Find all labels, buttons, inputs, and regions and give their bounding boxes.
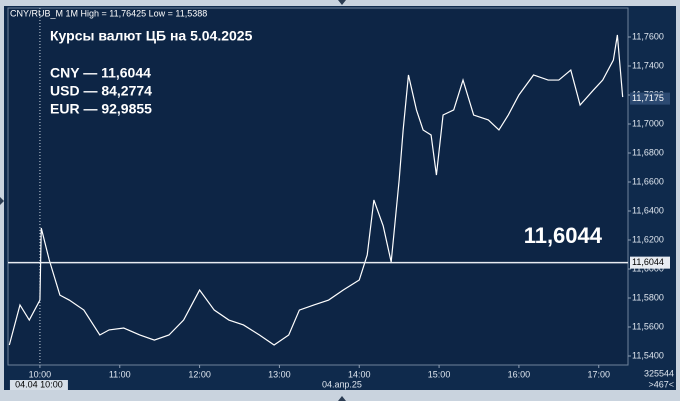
x-tick-label: 14:00 xyxy=(348,369,371,379)
y-tick-label: 11,7000 xyxy=(632,118,664,128)
cursor-box xyxy=(9,380,68,390)
big-label: 11,6044 xyxy=(524,223,603,248)
footer-value: >467< xyxy=(648,379,674,389)
chart-title: Курсы валют ЦБ на 5.04.2025 xyxy=(50,28,253,44)
reference-label: 11,6044 xyxy=(632,257,664,267)
plot-area xyxy=(7,7,629,366)
y-tick-label: 11,5800 xyxy=(632,292,664,302)
y-tick-label: 11,5600 xyxy=(632,321,664,331)
date-label: 04.апр.25 xyxy=(322,379,362,389)
y-tick-label: 11,7600 xyxy=(632,31,664,41)
rate-label: EUR — 92,9855 xyxy=(50,101,152,117)
reference-box xyxy=(630,256,670,269)
x-tick-label: 10:00 xyxy=(29,369,52,379)
y-tick-label: 11,6200 xyxy=(632,234,664,244)
y-tick-label: 11,6600 xyxy=(632,176,664,186)
footer-value: 325544 xyxy=(644,368,674,378)
bottom-arrow xyxy=(338,396,346,401)
y-tick-label: 11,6800 xyxy=(632,147,664,157)
last-price-box xyxy=(630,92,670,105)
x-tick-label: 16:00 xyxy=(508,369,531,379)
x-tick-label: 15:00 xyxy=(428,369,451,379)
y-tick-label: 11,6400 xyxy=(632,205,664,215)
x-tick-label: 17:00 xyxy=(587,369,610,379)
x-tick-label: 12:00 xyxy=(188,369,211,379)
cursor-label: 04.04 10:00 xyxy=(15,379,63,389)
rate-label: CNY — 11,6044 xyxy=(50,65,151,81)
price-line xyxy=(8,34,624,346)
y-tick-label: 11,7400 xyxy=(632,60,664,70)
left-arrow xyxy=(0,197,4,205)
x-tick-label: 11:00 xyxy=(109,369,131,379)
x-tick-label: 13:00 xyxy=(268,369,291,379)
header: CNY/RUB_M 1M High = 11,76425 Low = 11,53… xyxy=(10,8,207,18)
top-arrow xyxy=(338,0,346,5)
y-tick-label: 11,5400 xyxy=(632,350,664,360)
last-price-label: 11,7175 xyxy=(632,93,664,103)
rate-label: USD — 84,2774 xyxy=(50,83,152,99)
